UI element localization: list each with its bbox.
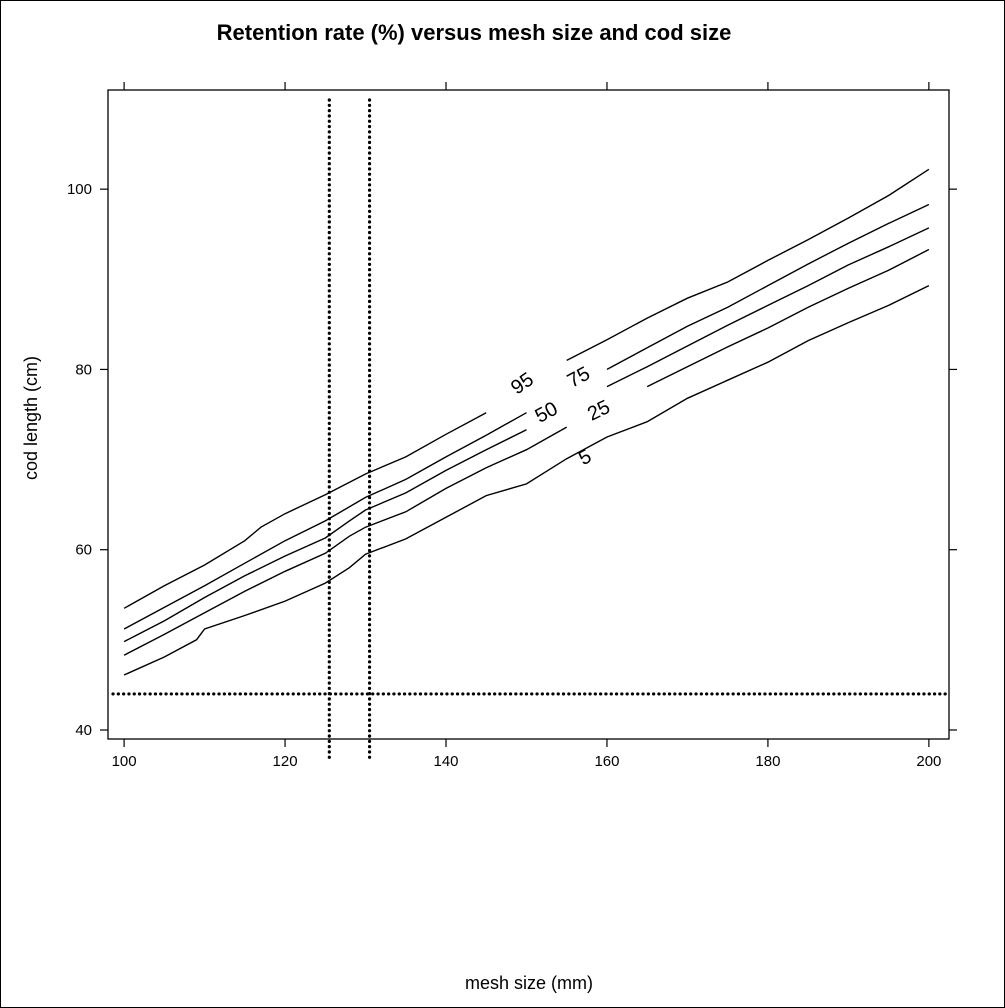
- y-tick-label-40: 40: [75, 722, 92, 739]
- contour-line-50: [123, 429, 527, 643]
- x-tick-label-200: 200: [916, 753, 941, 770]
- axis-ticks: 100 120 140 160 180 200 40 60 80 100: [67, 82, 957, 770]
- y-tick-label-60: 60: [75, 542, 92, 559]
- contour-line-75: [123, 412, 527, 630]
- x-tick-label-180: 180: [755, 753, 780, 770]
- x-tick-label-160: 160: [594, 753, 619, 770]
- plot-area: [107, 89, 950, 740]
- contour-line-5: [123, 284, 930, 676]
- x-tick-label-120: 120: [273, 753, 298, 770]
- x-tick-label-140: 140: [433, 753, 458, 770]
- contour-line-25-part2: [646, 248, 930, 388]
- contour-line-25: [123, 426, 568, 656]
- contour-line-50-part2: [606, 227, 930, 388]
- chart-title: Retention rate (%) versus mesh size and …: [217, 20, 732, 45]
- x-axis-label: mesh size (mm): [465, 973, 593, 993]
- y-tick-label-80: 80: [75, 361, 92, 378]
- contour-line-95-part2: [566, 168, 930, 362]
- contour-line-95: [123, 412, 487, 609]
- y-axis-label: cod length (cm): [21, 356, 41, 480]
- y-tick-label-100: 100: [67, 181, 92, 198]
- reference-lines: [111, 98, 950, 763]
- contour-line-75-part2: [606, 203, 930, 371]
- contour-lines: [123, 168, 930, 676]
- x-tick-label-100: 100: [112, 753, 137, 770]
